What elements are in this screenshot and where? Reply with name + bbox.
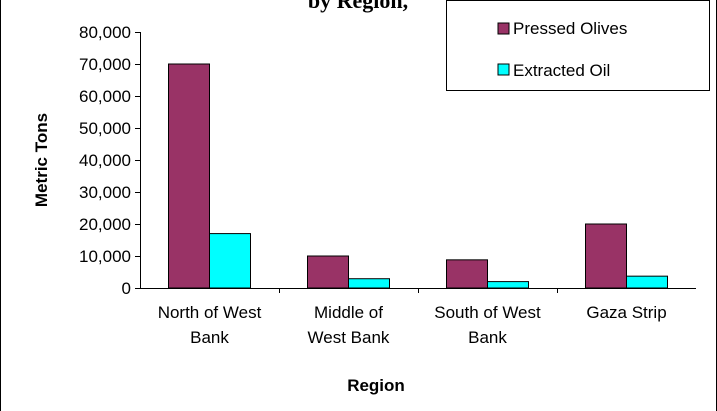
y-tick-label: 60,000 bbox=[79, 87, 131, 106]
y-tick-label: 0 bbox=[122, 279, 131, 298]
y-tick-label: 50,000 bbox=[79, 119, 131, 138]
y-tick-label: 20,000 bbox=[79, 215, 131, 234]
legend-label-pressed-olives: Pressed Olives bbox=[513, 19, 627, 38]
bar-extracted-oil-1 bbox=[348, 278, 390, 289]
y-tick-label: 70,000 bbox=[79, 55, 131, 74]
x-tick-label: West Bank bbox=[308, 328, 390, 347]
legend-label-extracted-oil: Extracted Oil bbox=[513, 61, 610, 80]
bars bbox=[168, 63, 668, 289]
y-tick-label: 80,000 bbox=[79, 23, 131, 42]
x-tick-label: South of West bbox=[434, 303, 541, 322]
y-tick-label: 30,000 bbox=[79, 183, 131, 202]
y-axis-title: Metric Tons bbox=[32, 113, 51, 207]
bar-pressed-olives-0 bbox=[168, 63, 210, 289]
chart-title: by Region, bbox=[308, 0, 408, 13]
bar-pressed-olives-2 bbox=[446, 259, 488, 289]
x-axis-labels: North of West Bank Middle of West Bank South… bbox=[158, 288, 667, 347]
legend-box bbox=[446, 0, 710, 91]
y-axis-ticks: 0 10,000 20,000 30,000 40,000 50,000 60,000 70,… bbox=[79, 23, 140, 298]
bar-pressed-olives-3 bbox=[585, 223, 627, 289]
legend-swatch-extracted-oil bbox=[497, 63, 510, 76]
y-tick-label: 10,000 bbox=[79, 247, 131, 266]
bar-extracted-oil-0 bbox=[209, 233, 251, 289]
bar-extracted-oil-3 bbox=[626, 275, 668, 289]
x-axis-title: Region bbox=[347, 376, 405, 395]
x-tick-label: Bank bbox=[468, 328, 507, 347]
legend-swatch-pressed-olives bbox=[497, 22, 510, 35]
bar-extracted-oil-2 bbox=[487, 281, 529, 289]
x-tick-label: North of West bbox=[158, 303, 262, 322]
x-tick-label: Middle of bbox=[314, 303, 383, 322]
y-tick-label: 40,000 bbox=[79, 151, 131, 170]
x-tick-label: Bank bbox=[190, 328, 229, 347]
x-tick-label: Gaza Strip bbox=[586, 303, 666, 322]
legend: Pressed Olives Extracted Oil bbox=[446, 0, 710, 91]
bar-pressed-olives-1 bbox=[307, 255, 349, 289]
